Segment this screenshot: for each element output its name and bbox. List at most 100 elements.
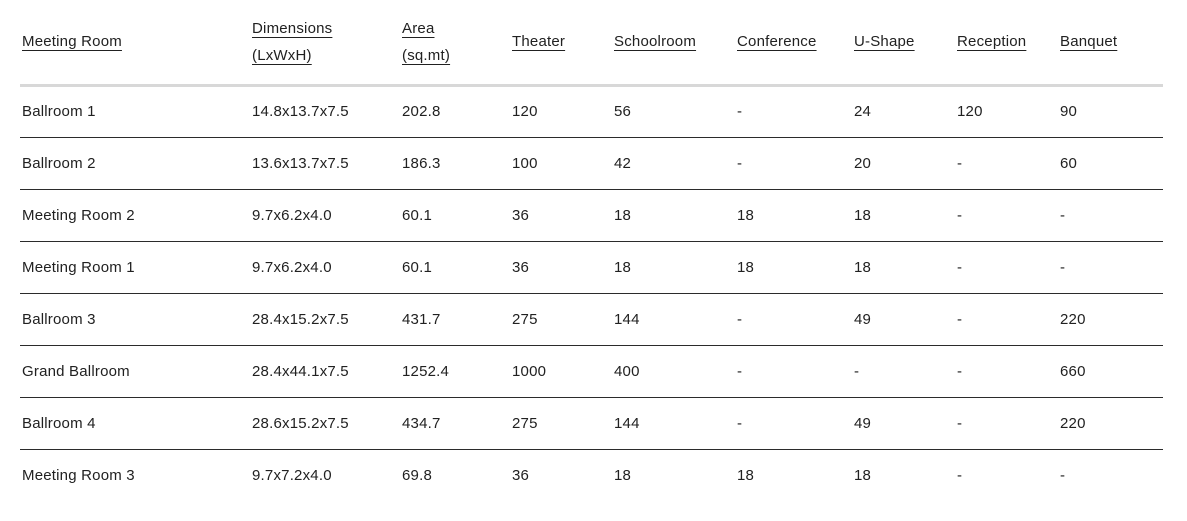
room-name-cell: Meeting Room 1 [20, 241, 250, 294]
room-name-cell: Ballroom 1 [20, 85, 250, 138]
reception-cell: - [957, 466, 963, 484]
area-cell: 60.1 [400, 241, 510, 294]
conference-cell: 18 [737, 466, 755, 484]
column-header-meeting-room[interactable]: Meeting Room [20, 0, 250, 87]
reception-cell: - [955, 137, 1058, 190]
table-row: Meeting Room 2 9.7x6.2x4.0 60.1 36 18 18 18- - [20, 189, 1163, 242]
u-shape-cell: 18 [852, 189, 955, 242]
column-header-label: Dimensions [252, 19, 333, 37]
meeting-room-capacity-section: Meeting Room Dimensions (LxWxH) Area (sq… [20, 0, 1163, 501]
table-row: Meeting Room 1 9.7x6.2x4.0 60.1 36 18 18 18- - [20, 241, 1163, 294]
banquet-cell: 660 [1058, 345, 1163, 398]
area-cell: 434.7 [400, 397, 510, 450]
dimensions-cell: 9.7x6.2x4.0 [250, 241, 400, 294]
schoolroom-cell: 18 [612, 189, 735, 242]
u-shape-cell: 20 [852, 137, 955, 190]
area-cell: 186.3 [400, 137, 510, 190]
conference-cell: 18 [735, 241, 852, 294]
dimensions-cell: 28.6x15.2x7.5 [250, 397, 400, 450]
column-header-theater[interactable]: Theater [510, 0, 612, 87]
theater-cell: 100 [510, 137, 612, 190]
reception-cell: - [955, 293, 1058, 346]
column-header-banquet[interactable]: Banquet [1058, 0, 1163, 87]
table-body: Ballroom 1 14.8x13.7x7.5 202.8 120 56-24 120 9… [20, 85, 1163, 501]
banquet-cell: 220 [1058, 293, 1163, 346]
area-cell: 69.8 [402, 466, 432, 484]
header-row: Meeting Room Dimensions (LxWxH) Area (sq… [20, 0, 1163, 87]
column-header-u-shape[interactable]: U-Shape [852, 0, 955, 87]
area-cell: 431.7 [400, 293, 510, 346]
column-header-label: U-Shape [854, 33, 915, 51]
column-header-sublabel: (LxWxH) [252, 46, 312, 64]
schoolroom-cell: 18 [612, 241, 735, 294]
conference-cell: 18 [735, 189, 852, 242]
column-header-label: Banquet [1060, 33, 1118, 51]
reception-cell: - [955, 397, 1058, 450]
schoolroom-cell: 56 [612, 85, 735, 138]
dimensions-cell: 9.7x7.2x4.0 [252, 466, 332, 484]
table-row: Grand Ballroom 28.4x44.1x7.5 1252.4 1000 400… [20, 345, 1163, 398]
column-header-label: Conference [737, 33, 817, 51]
banquet-cell: 60 [1058, 137, 1163, 190]
column-header-dimensions[interactable]: Dimensions (LxWxH) [250, 0, 400, 87]
banquet-cell: - [1058, 189, 1163, 242]
room-name-cell: Grand Ballroom [20, 345, 250, 398]
dimensions-cell: 9.7x6.2x4.0 [250, 189, 400, 242]
dimensions-cell: 28.4x44.1x7.5 [250, 345, 400, 398]
banquet-cell: - [1060, 466, 1066, 484]
column-header-area[interactable]: Area (sq.mt) [400, 0, 510, 87]
theater-cell: 275 [510, 397, 612, 450]
schoolroom-cell: 400 [612, 345, 735, 398]
dimensions-cell: 28.4x15.2x7.5 [250, 293, 400, 346]
table-header: Meeting Room Dimensions (LxWxH) Area (sq… [20, 0, 1163, 87]
theater-cell: 36 [512, 466, 530, 484]
u-shape-cell: 18 [852, 241, 955, 294]
column-header-label: Schoolroom [614, 33, 697, 51]
table-row: Meeting Room 3 9.7x7.2x4.0 69.8 36 18 18 18 - - [20, 449, 1163, 501]
room-name-cell: Meeting Room 3 [22, 466, 135, 484]
column-header-label: Reception [957, 33, 1027, 51]
schoolroom-cell: 42 [612, 137, 735, 190]
table-row: Ballroom 3 28.4x15.2x7.5 431.7 275 144-49-22… [20, 293, 1163, 346]
conference-cell: - [735, 293, 852, 346]
schoolroom-cell: 18 [614, 466, 632, 484]
schoolroom-cell: 144 [612, 397, 735, 450]
u-shape-cell: 24 [852, 85, 955, 138]
conference-cell: - [735, 137, 852, 190]
banquet-cell: 220 [1058, 397, 1163, 450]
area-cell: 1252.4 [400, 345, 510, 398]
dimensions-cell: 13.6x13.7x7.5 [250, 137, 400, 190]
reception-cell: 120 [955, 85, 1058, 138]
reception-cell: - [955, 241, 1058, 294]
column-header-label: Meeting Room [22, 33, 122, 51]
column-header-label: Area [402, 19, 435, 37]
schoolroom-cell: 144 [612, 293, 735, 346]
banquet-cell: - [1058, 241, 1163, 294]
column-header-label: Theater [512, 33, 566, 51]
table-row: Ballroom 4 28.6x15.2x7.5 434.7 275 144-49-22… [20, 397, 1163, 450]
area-cell: 202.8 [400, 85, 510, 138]
theater-cell: 36 [510, 189, 612, 242]
theater-cell: 275 [510, 293, 612, 346]
column-header-reception[interactable]: Reception [955, 0, 1058, 87]
column-header-schoolroom[interactable]: Schoolroom [612, 0, 735, 87]
theater-cell: 120 [510, 85, 612, 138]
conference-cell: - [735, 85, 852, 138]
area-cell: 60.1 [400, 189, 510, 242]
conference-cell: - [735, 345, 852, 398]
u-shape-cell: 49 [852, 293, 955, 346]
meeting-room-capacity-table: Meeting Room Dimensions (LxWxH) Area (sq… [20, 0, 1163, 501]
table-row: Ballroom 2 13.6x13.7x7.5 186.3 100 42-20-60 [20, 137, 1163, 190]
u-shape-cell: 49 [852, 397, 955, 450]
banquet-cell: 90 [1058, 85, 1163, 138]
table-row: Ballroom 1 14.8x13.7x7.5 202.8 120 56-24 120 9… [20, 85, 1163, 138]
theater-cell: 36 [510, 241, 612, 294]
reception-cell: - [955, 189, 1058, 242]
column-header-conference[interactable]: Conference [735, 0, 852, 87]
room-name-cell: Ballroom 3 [20, 293, 250, 346]
room-name-cell: Ballroom 2 [20, 137, 250, 190]
theater-cell: 1000 [510, 345, 612, 398]
u-shape-cell: - [852, 345, 955, 398]
u-shape-cell: 18 [854, 466, 872, 484]
room-name-cell: Meeting Room 2 [20, 189, 250, 242]
